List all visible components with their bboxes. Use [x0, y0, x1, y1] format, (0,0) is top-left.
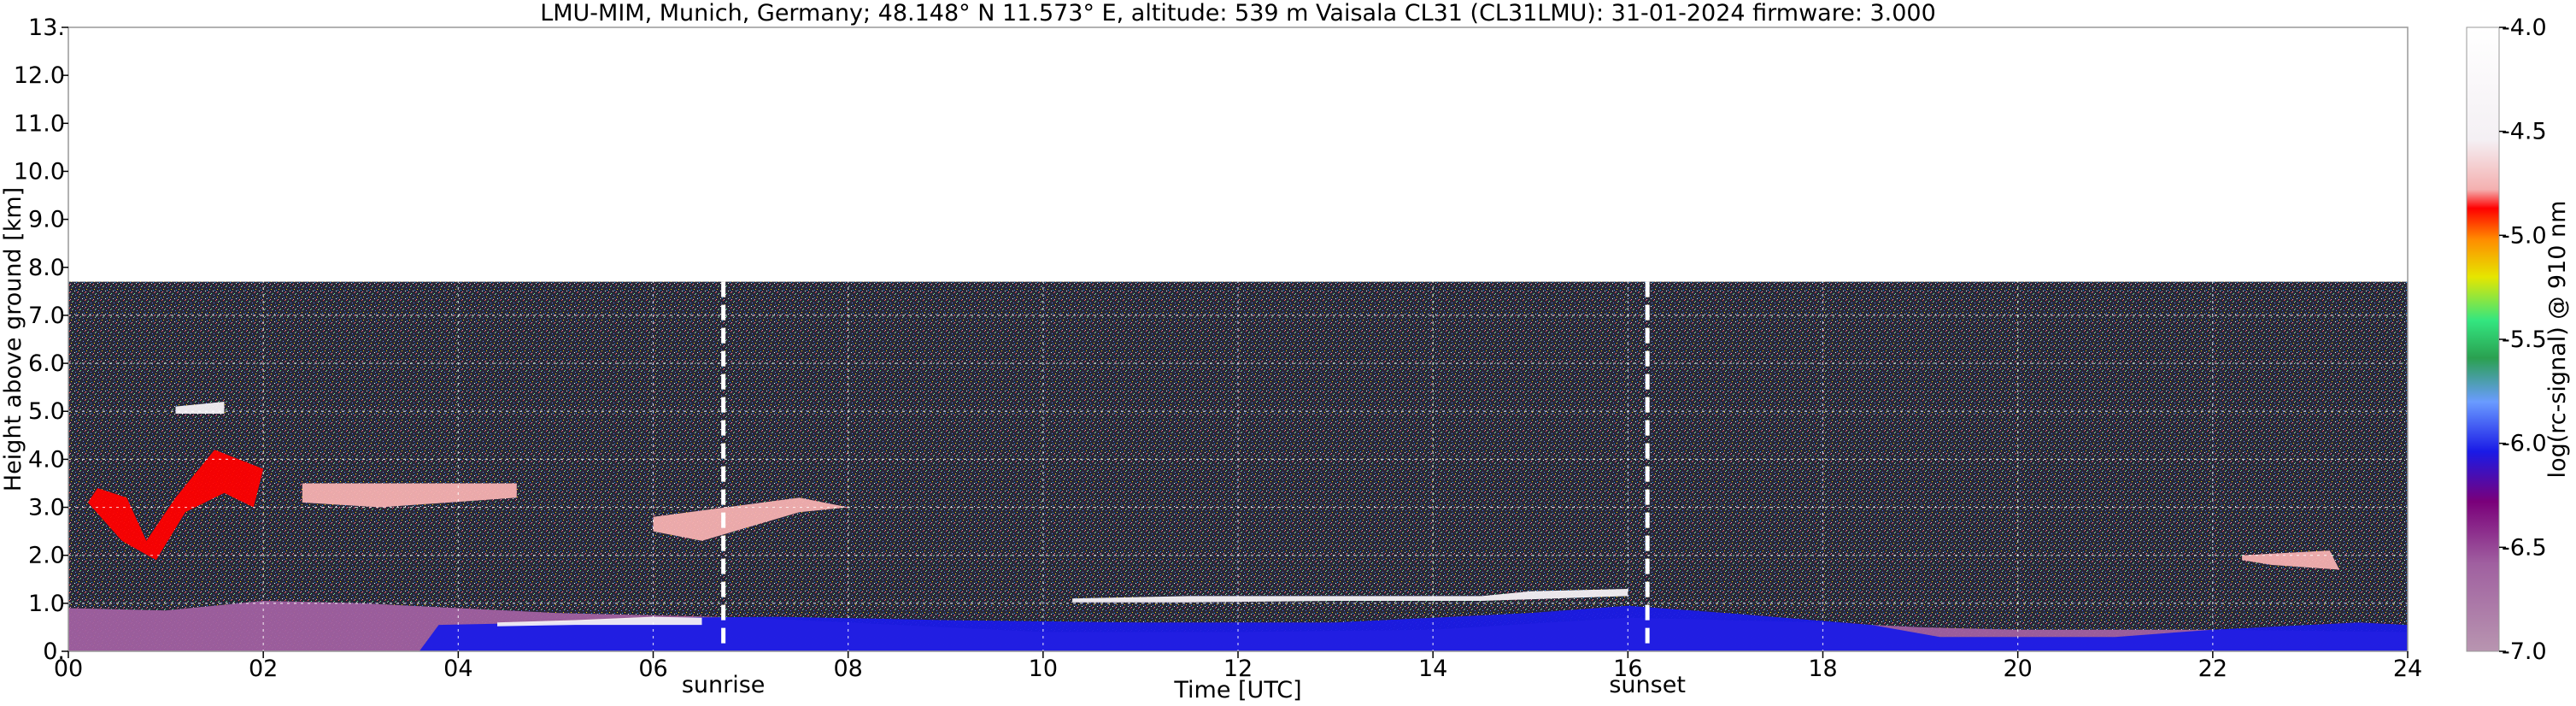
x-tick-label: 16 [1613, 656, 1642, 682]
grid [68, 27, 2408, 651]
y-tick-label: 6.0 [28, 350, 65, 377]
x-tick-label: 04 [443, 656, 472, 682]
x-tick-label: 20 [2003, 656, 2032, 682]
layer-cloud-low-cap [1072, 589, 1628, 603]
layer-cloud-upper-night [175, 402, 225, 414]
y-tick-label: 2.0 [28, 543, 65, 569]
backscatter-layers [68, 402, 2408, 651]
plot-area [68, 27, 2408, 651]
colorbar-tick-label: -5.0 [2502, 222, 2547, 249]
y-tick-label: 5.0 [28, 398, 65, 425]
x-tick-label: 18 [1808, 656, 1837, 682]
layer-boundary-layer [419, 605, 2408, 651]
layer-cloud-altocumulus-night [87, 450, 264, 561]
x-tick-label: 24 [2393, 656, 2422, 682]
colorbar-tick-label: -6.5 [2502, 534, 2547, 561]
chart-title: LMU-MIM, Munich, Germany; 48.148° N 11.5… [540, 0, 1936, 26]
y-tick-label: 0. [43, 638, 65, 665]
y-tick-label: 8.0 [28, 255, 65, 281]
y-tick-label: 4.0 [28, 446, 65, 473]
annotation-labels: sunrise sunset [682, 672, 1686, 698]
layer-cloud-sunrise [653, 497, 848, 541]
x-tick-label: 14 [1418, 656, 1447, 682]
y-axis-ticks: 0. 1.0 2.0 3.0 4.0 5.0 6.0 7.0 8.0 9.0 10.0 11.0 12.… [14, 15, 68, 665]
layer-cloud-stratus-morning [497, 616, 702, 627]
sun-lines [721, 281, 1650, 651]
colorbar-scale [2466, 26, 2500, 652]
y-tick-label: 3.0 [28, 495, 65, 521]
y-tick-label: 11.0 [14, 110, 65, 137]
y-tick-label: 9.0 [28, 207, 65, 233]
colorbar-ticks: -4.0 -4.5 -5.0 -5.5 -6.0 -6.5 -7.0 [2499, 15, 2547, 665]
x-axis-ticks: 00 02 04 06 08 10 12 14 16 18 20 22 24 [54, 651, 2422, 682]
y-tick-label: 7.0 [28, 303, 65, 329]
y-axis-label: Height above ground [km] [0, 187, 26, 491]
y-tick-label: 1.0 [28, 591, 65, 617]
x-tick-label: 06 [638, 656, 667, 682]
x-tick-label: 22 [2198, 656, 2227, 682]
x-tick-label: 02 [249, 656, 278, 682]
colorbar-tick-label: -6.0 [2502, 431, 2547, 457]
colorbar-tick-label: -5.5 [2502, 327, 2547, 353]
y-tick-label: 13. [28, 15, 65, 41]
x-tick-label: 12 [1223, 656, 1253, 682]
y-tick-label: 10.0 [14, 158, 65, 185]
sunrise-label: sunrise [682, 672, 766, 698]
colorbar-label: log(rc-signal) @ 910 nm [2544, 201, 2571, 479]
colorbar-tick-label: -4.5 [2502, 119, 2547, 145]
x-tick-label: 08 [833, 656, 862, 682]
colorbar-tick-label: -7.0 [2502, 638, 2547, 665]
x-tick-label: 10 [1029, 656, 1058, 682]
colorbar-tick-label: -4.0 [2502, 15, 2547, 41]
x-tick-label: 00 [54, 656, 83, 682]
colorbar [2466, 26, 2500, 652]
sunset-label: sunset [1609, 672, 1686, 698]
y-tick-label: 12.0 [14, 62, 65, 89]
layer-cloud-band-0300 [302, 483, 517, 508]
layer-cloud-evening [2242, 550, 2340, 570]
x-axis-label: Time [UTC] [1173, 677, 1301, 703]
